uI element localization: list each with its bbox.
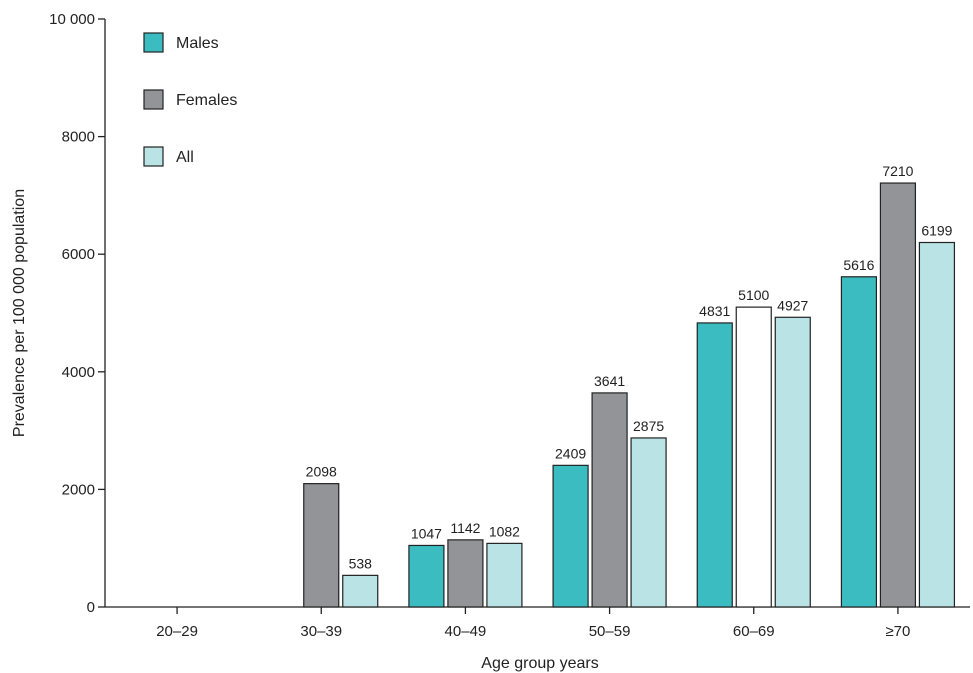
data-label: 6199 — [921, 222, 952, 238]
y-tick-label: 10 000 — [49, 11, 95, 28]
data-label: 1082 — [489, 523, 520, 539]
y-tick-label: 0 — [87, 599, 95, 616]
data-label: 4927 — [777, 297, 808, 313]
x-tick-label: 30–39 — [300, 623, 342, 640]
data-label: 2098 — [306, 464, 337, 480]
y-tick-label: 6000 — [62, 246, 95, 263]
bar-females-3 — [591, 392, 628, 608]
y-tick-label: 2000 — [62, 481, 95, 498]
legend-label-all: All — [176, 149, 194, 166]
y-tick-label: 8000 — [62, 129, 95, 146]
bar-males-5 — [840, 276, 878, 608]
bar-all-4 — [774, 316, 811, 608]
data-label: 1142 — [450, 520, 480, 536]
bar-females-2 — [447, 539, 484, 608]
data-label: 538 — [349, 555, 373, 571]
bar-all-5 — [918, 241, 956, 608]
legend: Males Females All — [143, 32, 237, 167]
bar-females-4 — [735, 306, 772, 608]
legend-label-males: Males — [176, 35, 219, 52]
data-label: 4831 — [699, 303, 730, 319]
x-tick-label: 40–49 — [445, 623, 487, 640]
y-axis-title: Prevalence per 100 000 population — [11, 189, 28, 437]
data-label: 3641 — [594, 373, 625, 389]
data-label: 7210 — [882, 163, 913, 179]
axes: 0 2000 4000 6000 8000 10 000 20–29 30–39 40–49 50… — [49, 11, 970, 640]
bar-males-2 — [408, 544, 445, 608]
legend-label-females: Females — [176, 92, 237, 109]
y-tick-label: 4000 — [62, 364, 95, 381]
legend-swatch-males — [143, 32, 164, 53]
data-label: 5100 — [738, 287, 769, 303]
legend-swatch-females — [143, 89, 164, 110]
bar-males-4 — [696, 322, 733, 608]
bar-all-3 — [630, 437, 667, 608]
data-label: 5616 — [843, 257, 874, 273]
x-tick-label: 50–59 — [589, 623, 631, 640]
legend-swatch-all — [143, 146, 164, 167]
bar-all-1 — [342, 574, 379, 608]
bar-all-2 — [486, 542, 523, 608]
x-tick-label: ≥70 — [885, 623, 910, 640]
data-label: 1047 — [411, 525, 442, 541]
bar-males-3 — [552, 464, 589, 608]
bar-females-5 — [879, 182, 917, 608]
bar-females-1 — [303, 483, 340, 608]
x-tick-label: 20–29 — [156, 623, 198, 640]
data-label: 2409 — [555, 445, 586, 461]
x-tick-label: 60–69 — [733, 623, 775, 640]
x-axis-title: Age group years — [481, 655, 598, 672]
bars: 2098 538 1047 1142 1082 2409 3641 2875 4831 5100 4… — [303, 163, 956, 608]
data-label: 2875 — [633, 418, 664, 434]
